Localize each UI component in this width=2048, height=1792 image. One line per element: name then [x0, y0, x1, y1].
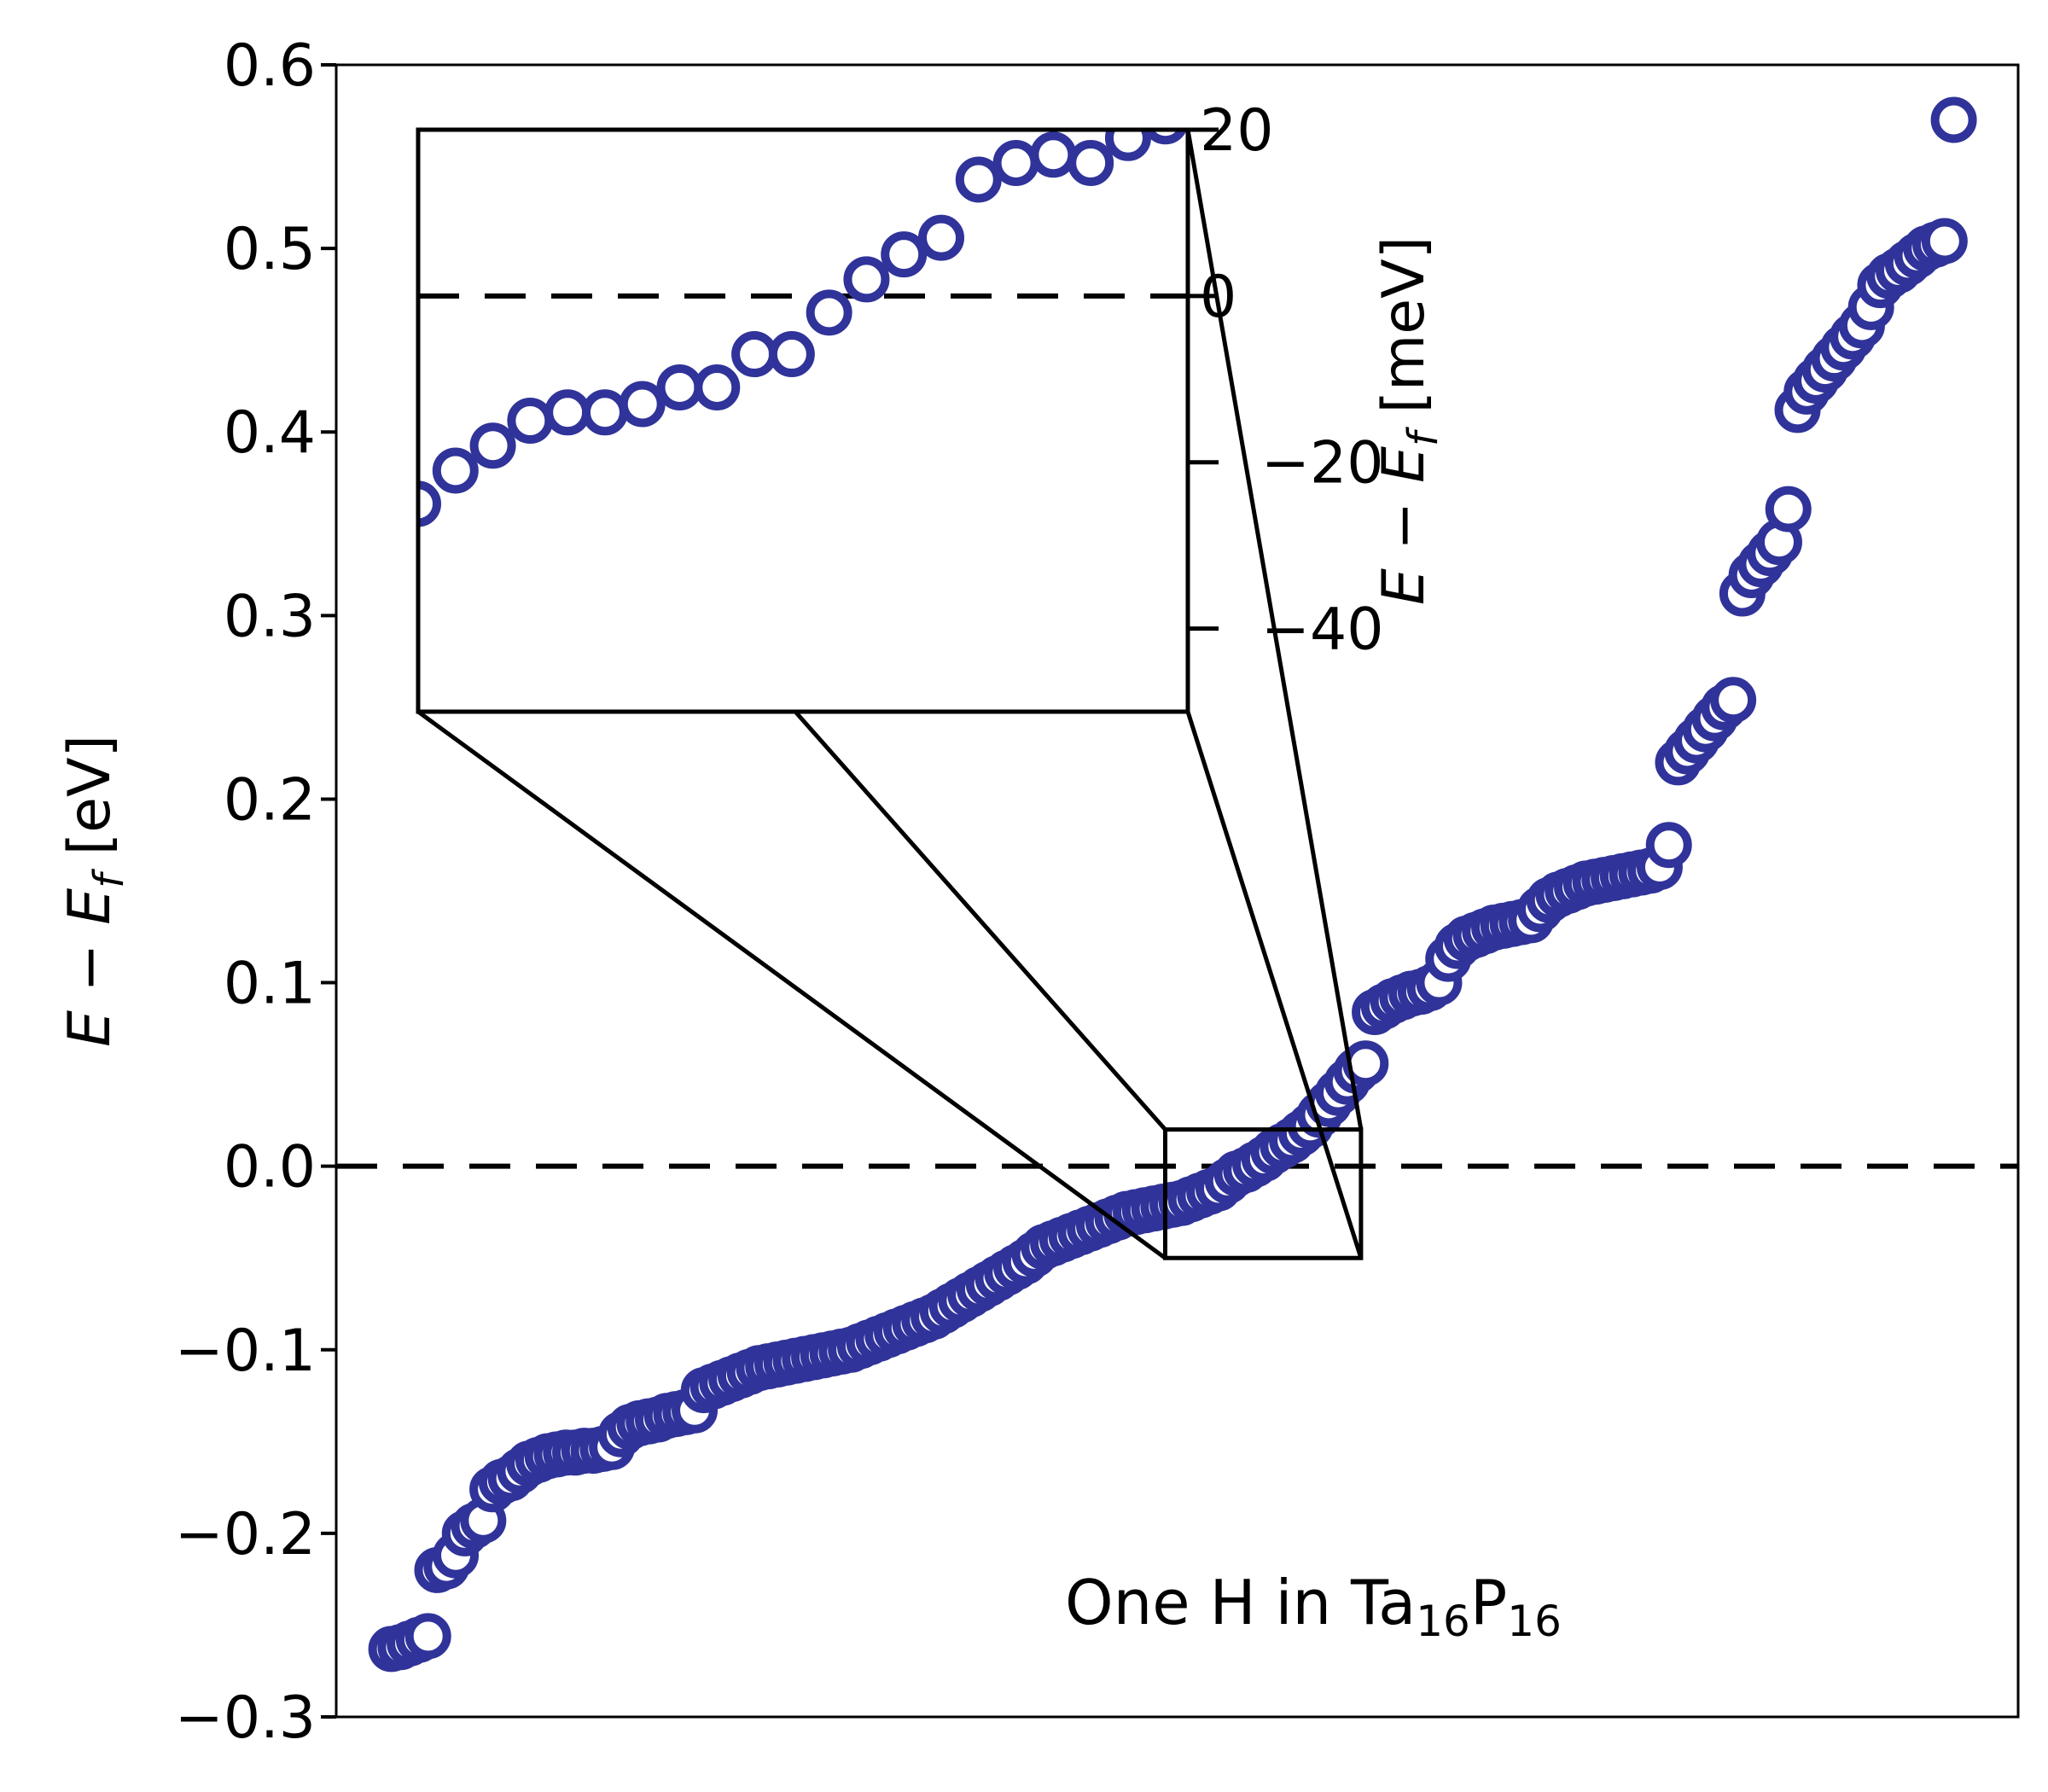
- inset-data-point: [432, 447, 479, 494]
- inset-y-axis-label-unit: [meV]: [1370, 236, 1438, 432]
- main-y-ticks: −0.3 −0.2 −0.1 0.0 0.1 0.2 0.3 0.4 0.5 0.6: [175, 32, 336, 1752]
- data-point: [1930, 96, 1977, 143]
- inset-data-point: [581, 389, 628, 436]
- inset-data-point: [881, 231, 928, 278]
- annotation-sub1: 16: [1416, 1597, 1470, 1646]
- data-point: [1710, 677, 1757, 724]
- inset-y-axis-label: E − Ef [meV]: [1370, 236, 1447, 605]
- inset-data-point: [1068, 139, 1114, 186]
- y-tick-label: −0.2: [175, 1501, 316, 1568]
- inset-data-point: [418, 480, 441, 527]
- inset-frame: [416, 127, 1190, 714]
- annotation-mid: P: [1470, 1567, 1507, 1638]
- inset-data-point: [768, 331, 815, 378]
- inset-data-point: [955, 156, 1002, 203]
- inset-data-point: [619, 381, 666, 428]
- inset-data-point: [918, 214, 965, 261]
- y-axis-label-unit: [eV]: [56, 735, 124, 874]
- inset-data-point: [992, 139, 1039, 186]
- data-point: [1645, 822, 1692, 869]
- y-tick-label: −0.3: [175, 1684, 316, 1752]
- inset-y-ticks: 20 0 −20 −40: [1188, 97, 1384, 664]
- inset-y-tick-label: 20: [1200, 97, 1274, 165]
- y-tick-label: 0.4: [224, 399, 316, 467]
- y-tick-label: −0.1: [175, 1318, 316, 1385]
- zoom-connector-line: [1185, 711, 1364, 1259]
- main-plot-frame: [335, 63, 2020, 1719]
- y-tick-label: 0.1: [224, 951, 316, 1018]
- inset-data-point: [806, 289, 852, 336]
- annotation-sub2: 16: [1507, 1597, 1562, 1646]
- inset-data-point: [507, 398, 554, 444]
- zoom-source-rectangle: [1162, 1127, 1364, 1260]
- inset-data-point: [656, 364, 703, 411]
- y-tick-label: 0.2: [224, 766, 316, 834]
- zoom-connector-line: [794, 710, 1167, 1132]
- inset-data-point: [694, 364, 741, 411]
- inset-y-tick-label: 0: [1200, 264, 1236, 331]
- inset-data-point: [1143, 130, 1187, 145]
- inset-data-point: [469, 422, 516, 469]
- inset-data-point: [1030, 131, 1077, 178]
- main-data-points: [368, 96, 1977, 1673]
- inset-data-point: [843, 256, 890, 303]
- inset-data-point: [731, 331, 778, 378]
- annotation-main: One H in Ta: [1065, 1567, 1416, 1638]
- zoom-connector-line: [416, 709, 1167, 1260]
- y-axis-label: E − Ef [eV]: [56, 735, 133, 1047]
- inset-y-tick-label: −40: [1261, 596, 1384, 664]
- zoom-connector-lines: [416, 129, 1364, 1260]
- inset-data-points: [418, 130, 1187, 527]
- y-tick-label: 0.5: [224, 216, 316, 283]
- y-tick-label: 0.0: [224, 1134, 316, 1201]
- y-tick-label: 0.3: [224, 583, 316, 650]
- data-point: [404, 1613, 451, 1660]
- data-point: [1342, 1040, 1389, 1087]
- chart-annotation: One H in Ta16P16: [1065, 1567, 1562, 1646]
- y-axis-label-prefix: E − E: [56, 888, 124, 1047]
- y-tick-label: 0.6: [224, 32, 316, 100]
- data-point: [1921, 218, 1968, 265]
- inset-data-point: [544, 389, 591, 436]
- data-point: [1765, 486, 1812, 532]
- inset-data-point: [1104, 130, 1151, 161]
- inset-y-axis-label-prefix: E − E: [1370, 446, 1438, 605]
- inset-y-tick-label: −20: [1261, 430, 1384, 497]
